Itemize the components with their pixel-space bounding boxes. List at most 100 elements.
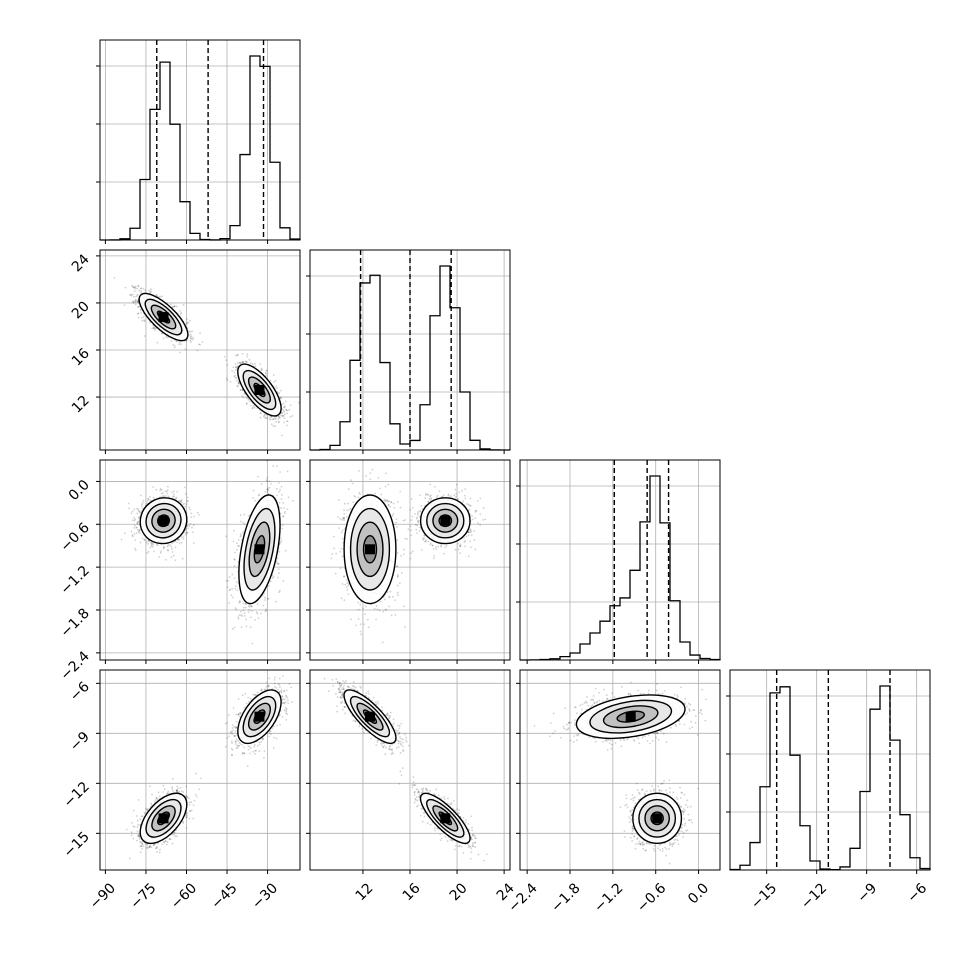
sample-point — [160, 550, 163, 553]
sample-point — [147, 542, 150, 545]
sample-point — [153, 550, 155, 553]
sample-point — [234, 377, 237, 379]
sample-point — [135, 300, 137, 303]
sample-point — [263, 413, 266, 416]
sample-point — [140, 505, 143, 508]
sample-point — [132, 293, 134, 296]
sample-point — [180, 501, 183, 504]
sample-point — [198, 513, 200, 516]
sample-point — [252, 405, 255, 408]
sample-point — [234, 366, 237, 369]
sample-point — [166, 545, 169, 548]
sample-point — [283, 413, 286, 416]
sample-point — [173, 305, 176, 308]
sample-point — [277, 420, 280, 423]
sample-point — [152, 327, 155, 329]
sample-point — [124, 286, 127, 289]
sample-point — [235, 369, 237, 371]
sample-point — [268, 416, 271, 418]
sample-point — [233, 626, 236, 629]
sample-point — [151, 542, 154, 545]
sample-point — [256, 612, 259, 615]
sample-point — [247, 611, 250, 613]
sample-point — [177, 538, 180, 541]
sample-point — [170, 339, 173, 342]
sample-point — [191, 330, 194, 333]
sample-point — [264, 372, 267, 374]
sample-point — [135, 532, 138, 535]
sample-point — [196, 349, 199, 352]
sample-point — [239, 389, 242, 392]
panel-frame — [729, 669, 931, 871]
sample-point — [167, 544, 170, 547]
sample-point — [245, 625, 248, 628]
x-tick-label: −9 — [854, 880, 880, 906]
sample-point — [137, 521, 140, 523]
sample-point — [135, 526, 138, 529]
sample-point — [131, 534, 134, 537]
sample-point — [151, 327, 154, 330]
sample-point — [186, 500, 189, 502]
sample-point — [161, 495, 164, 498]
sample-point — [279, 589, 281, 592]
sample-point — [279, 471, 281, 473]
sample-point — [183, 486, 186, 489]
sample-point — [140, 312, 143, 314]
sample-point — [170, 545, 173, 548]
sample-point — [131, 519, 134, 522]
sample-point — [236, 365, 239, 368]
sample-point — [280, 412, 283, 415]
sample-point — [193, 515, 195, 518]
sample-point — [240, 626, 243, 629]
sample-point — [199, 332, 201, 335]
sample-point — [130, 293, 132, 296]
sample-point — [142, 315, 145, 318]
sample-point — [239, 361, 241, 364]
sample-point — [149, 321, 151, 324]
sample-point — [245, 402, 248, 405]
sample-point — [162, 547, 165, 550]
sample-point — [135, 526, 138, 529]
sample-point — [196, 511, 199, 514]
sample-point — [259, 363, 262, 366]
sample-point — [186, 322, 189, 325]
sample-point — [234, 363, 237, 366]
sample-point — [173, 495, 175, 498]
sample-point — [242, 602, 245, 605]
sample-point — [249, 616, 252, 619]
sample-point — [226, 364, 228, 367]
sample-point — [266, 490, 269, 493]
sample-point — [243, 614, 246, 617]
sample-point — [164, 490, 167, 493]
sample-point — [238, 614, 241, 617]
sample-point — [136, 287, 138, 290]
sample-point — [242, 531, 244, 533]
sample-point — [231, 573, 234, 576]
sample-point — [272, 465, 275, 467]
sample-point — [286, 412, 289, 415]
sample-point — [275, 385, 278, 388]
sample-point — [228, 602, 231, 604]
sample-point — [136, 528, 139, 531]
sample-point — [266, 597, 269, 600]
sample-point — [159, 551, 162, 554]
sample-point — [186, 524, 189, 527]
sample-point — [156, 543, 158, 546]
sample-point — [225, 377, 228, 380]
sample-point — [257, 617, 260, 620]
sample-point — [163, 494, 165, 497]
y-tick-label: 24 — [69, 251, 93, 275]
sample-point — [133, 286, 136, 288]
sample-point — [132, 286, 135, 289]
sample-point — [137, 312, 140, 315]
sample-point — [247, 515, 250, 517]
sample-point — [276, 387, 279, 390]
sample-point — [286, 424, 288, 427]
sample-point — [172, 343, 175, 346]
sample-point — [278, 550, 281, 553]
sample-point — [235, 376, 238, 379]
sample-point — [278, 490, 280, 493]
sample-point — [245, 403, 248, 405]
sample-point — [189, 339, 192, 342]
